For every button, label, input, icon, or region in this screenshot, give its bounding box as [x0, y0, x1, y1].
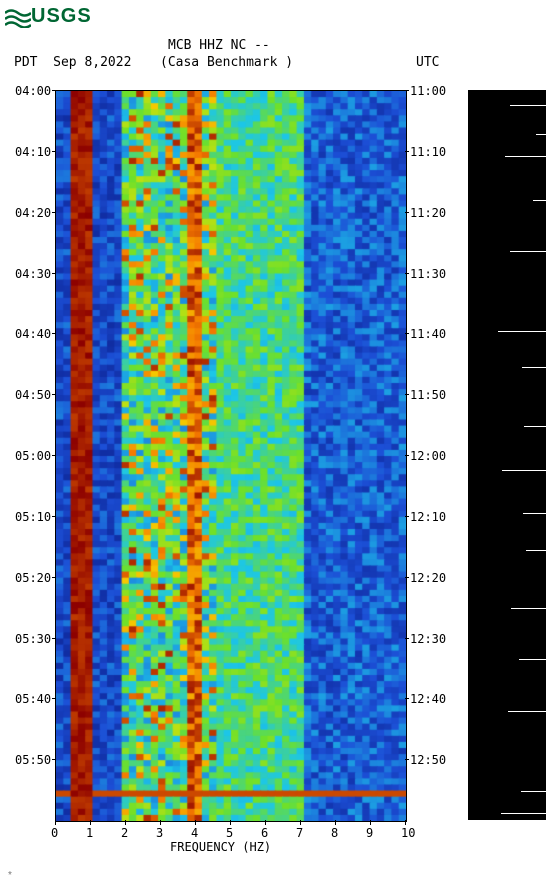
x-tick: 9 [366, 826, 373, 840]
x-tick: 1 [86, 826, 93, 840]
y-tick-left: 05:30 [15, 632, 51, 646]
y-tick-right: 12:20 [410, 571, 446, 585]
x-tick: 0 [51, 826, 58, 840]
y-tick-right: 12:10 [410, 510, 446, 524]
y-tick-left: 05:00 [15, 449, 51, 463]
y-tick-left: 05:50 [15, 753, 51, 767]
logo-text: USGS [31, 5, 92, 28]
y-tick-right: 12:40 [410, 692, 446, 706]
x-tick: 8 [331, 826, 338, 840]
y-tick-left: 04:00 [15, 84, 51, 98]
spectrogram-canvas [56, 91, 406, 821]
x-tick: 4 [191, 826, 198, 840]
y-tick-right: 11:00 [410, 84, 446, 98]
spectrogram-plot [55, 90, 407, 822]
x-axis-label: FREQUENCY (HZ) [170, 840, 271, 854]
usgs-logo: USGS [5, 5, 92, 28]
y-tick-left: 05:20 [15, 571, 51, 585]
tz-right: UTC [416, 55, 439, 70]
station-code: MCB HHZ NC -- [168, 38, 270, 53]
station-location: (Casa Benchmark ) [160, 55, 293, 70]
y-tick-left: 04:50 [15, 388, 51, 402]
x-tick: 6 [261, 826, 268, 840]
amplitude-sidebar [468, 90, 546, 820]
y-tick-right: 11:30 [410, 267, 446, 281]
x-tick: 2 [121, 826, 128, 840]
tz-left: PDT Sep 8,2022 [14, 55, 131, 70]
y-tick-left: 04:20 [15, 206, 51, 220]
y-tick-left: 05:40 [15, 692, 51, 706]
y-tick-right: 12:50 [410, 753, 446, 767]
x-tick: 3 [156, 826, 163, 840]
y-tick-right: 11:50 [410, 388, 446, 402]
y-tick-right: 11:20 [410, 206, 446, 220]
y-tick-right: 11:40 [410, 327, 446, 341]
y-tick-left: 04:30 [15, 267, 51, 281]
footer-mark: * [8, 870, 12, 881]
x-tick: 10 [401, 826, 415, 840]
y-tick-right: 11:10 [410, 145, 446, 159]
y-tick-left: 05:10 [15, 510, 51, 524]
x-tick: 5 [226, 826, 233, 840]
x-tick: 7 [296, 826, 303, 840]
y-tick-right: 12:00 [410, 449, 446, 463]
y-tick-left: 04:10 [15, 145, 51, 159]
wave-icon [5, 6, 31, 28]
y-tick-right: 12:30 [410, 632, 446, 646]
y-tick-left: 04:40 [15, 327, 51, 341]
